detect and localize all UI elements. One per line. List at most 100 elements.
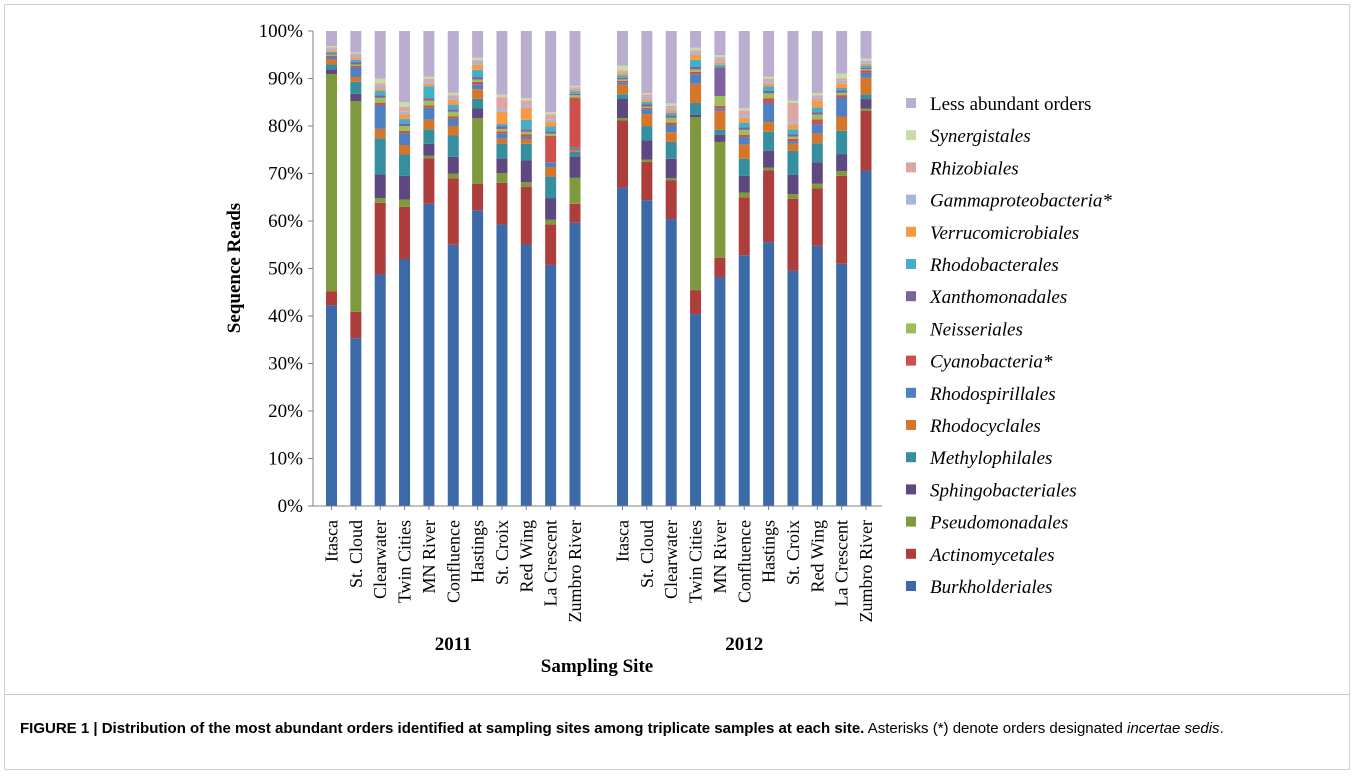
bar-segment-2012-itasca-sphingobacteriales [617, 98, 628, 119]
bar-segment-2011-la-crescent-neisseriales [545, 133, 557, 137]
x-tick-label: Twin Cities [686, 520, 706, 603]
figure-frame [4, 4, 1350, 770]
bar-segment-2012-red-wing-actinomycetales [811, 188, 823, 246]
bar-segment-2011-mn-river-burkholderiales [423, 203, 435, 506]
bar-segment-2012-clearwater-xanthomonadales [665, 115, 677, 118]
bar-segment-2011-itasca-synergistales [326, 46, 337, 48]
bar-segment-2011-la-crescent-rhodospirillales [545, 162, 557, 168]
bar-segment-2011-st-cloud-rhodocyclales [350, 77, 362, 82]
bar-segment-2012-clearwater-rhodospirillales [665, 125, 677, 133]
bar-segment-2012-confluence-neisseriales [738, 129, 750, 135]
caption-lead: FIGURE 1 | Distribution of the most abun… [20, 720, 865, 737]
bar-segment-2012-st-cloud-cyanobacteria- [641, 107, 653, 110]
bar-segment-2012-zumbro-river-methylophilales [860, 94, 872, 100]
bar-segment-2012-confluence-less-abundant-orders [738, 31, 750, 109]
bar-segment-2011-hastings-cyanobacteria- [472, 81, 484, 85]
bar-segment-2011-la-crescent-less-abundant-orders [545, 31, 557, 113]
bar-segment-2012-zumbro-river-actinomycetales [860, 110, 872, 171]
bar-segment-2011-twin-cities-gammaproteobacteria- [399, 111, 411, 115]
bar-segment-2011-hastings-rhizobiales [472, 60, 484, 63]
group-label-2011: 2011 [435, 634, 472, 655]
bar-segment-2012-twin-cities-neisseriales [690, 69, 702, 72]
bar-segment-2011-itasca-less-abundant-orders [326, 31, 337, 47]
bar-segment-2012-st-cloud-rhodobacterales [641, 101, 653, 105]
bar-segment-2012-zumbro-river-gammaproteobacteria- [860, 62, 872, 64]
bar-segment-2012-la-crescent-methylophilales [836, 130, 848, 155]
bar-segment-2012-twin-cities-rhodocyclales [690, 83, 702, 103]
bar-segment-2011-confluence-neisseriales [447, 111, 459, 117]
bar-segment-2011-twin-cities-burkholderiales [399, 259, 411, 506]
bar-segment-2011-st-croix-rhodobacterales [496, 124, 508, 127]
bar-segment-2011-clearwater-neisseriales [374, 97, 386, 103]
bar-segment-2011-twin-cities-less-abundant-orders [399, 31, 411, 103]
bar-segment-2011-twin-cities-rhodocyclales [399, 145, 411, 155]
bar-segment-2012-hastings-gammaproteobacteria- [763, 81, 775, 84]
bar-segment-2012-la-crescent-rhodospirillales [836, 97, 848, 117]
bar-segment-2011-zumbro-river-actinomycetales [569, 203, 581, 223]
bar-segment-2011-twin-cities-rhodospirillales [399, 133, 411, 145]
bar-segment-2012-clearwater-neisseriales [665, 117, 677, 123]
bar-segment-2012-twin-cities-methylophilales [690, 102, 702, 115]
x-tick-label: Confluence [734, 520, 754, 603]
bar-segment-2012-st-croix-rhodospirillales [787, 141, 799, 144]
bar-segment-2012-hastings-rhodospirillales [763, 102, 775, 123]
legend-swatch [906, 291, 916, 302]
bar-segment-2012-itasca-actinomycetales [617, 120, 628, 188]
bar-segment-2012-st-croix-less-abundant-orders [787, 31, 799, 101]
bar-segment-2012-la-crescent-burkholderiales [836, 263, 848, 506]
bar-segment-2011-red-wing-rhizobiales [520, 100, 532, 106]
bar-segment-2012-red-wing-verrucomicrobiales [811, 100, 823, 108]
bar-segment-2011-hastings-pseudomonadales [472, 118, 484, 184]
bar-segment-2011-zumbro-river-pseudomonadales [569, 177, 581, 204]
bar-segment-2011-st-croix-actinomycetales [496, 182, 508, 225]
bar-segment-2012-st-croix-neisseriales [787, 136, 799, 139]
bar-segment-2011-zumbro-river-neisseriales [569, 95, 581, 98]
stacked-bar-chart: 0%10%20%30%40%50%60%70%80%90%100%Itasca S… [224, 21, 1112, 677]
bar-segment-2011-twin-cities-cyanobacteria- [399, 130, 411, 134]
bar-segment-2011-zumbro-river-sphingobacteriales [569, 156, 581, 178]
legend-label: Burkholderiales [930, 577, 1052, 598]
caption-italic: incertae sedis [1127, 720, 1220, 737]
bar-segment-2011-itasca-xanthomonadales [326, 53, 337, 55]
bar-segment-2012-clearwater-actinomycetales [665, 180, 677, 220]
bar-segment-2012-twin-cities-actinomycetales [690, 290, 702, 315]
bar-segment-2011-red-wing-less-abundant-orders [520, 31, 532, 99]
bar-segment-2011-st-croix-verrucomicrobiales [496, 111, 508, 125]
bar-segment-2012-hastings-burkholderiales [763, 242, 775, 506]
bar-segment-2012-la-crescent-neisseriales [836, 92, 848, 96]
bar-segment-2012-red-wing-gammaproteobacteria- [811, 97, 823, 101]
bar-segment-2012-hastings-sphingobacteriales [763, 150, 775, 168]
x-tick-label: Red Wing [807, 520, 827, 592]
y-tick-label: 10% [268, 449, 303, 470]
bar-segment-2011-zumbro-river-synergistales [569, 85, 581, 88]
bar-segment-2011-confluence-xanthomonadales [447, 109, 459, 112]
bar-segment-2012-st-cloud-pseudomonadales [641, 159, 653, 162]
bar-segment-2012-mn-river-rhodobacterales [714, 64, 726, 68]
bar-segment-2011-st-croix-rhodocyclales [496, 138, 508, 144]
bar-segment-2012-mn-river-neisseriales [714, 96, 726, 106]
bar-segment-2012-mn-river-xanthomonadales [714, 67, 726, 97]
x-axis-title: Sampling Site [541, 656, 653, 677]
bar-segment-2011-itasca-neisseriales [326, 54, 337, 57]
bar-segment-2012-st-cloud-actinomycetales [641, 161, 653, 201]
bar-segment-2011-red-wing-xanthomonadales [520, 129, 532, 132]
x-tick-label: St. Croix [783, 520, 803, 585]
bar-segment-2011-red-wing-verrucomicrobiales [520, 107, 532, 120]
bar-segment-2011-confluence-rhizobiales [447, 95, 459, 98]
bar-segment-2011-itasca-methylophilales [326, 64, 337, 70]
bar-segment-2012-clearwater-methylophilales [665, 141, 677, 159]
bar-segment-2012-st-croix-rhodocyclales [787, 143, 799, 151]
bar-segment-2012-st-croix-sphingobacteriales [787, 174, 799, 195]
bar-segment-2012-itasca-xanthomonadales [617, 77, 628, 80]
bar-segment-2012-mn-river-rhizobiales [714, 57, 726, 60]
bar-segment-2012-clearwater-sphingobacteriales [665, 158, 677, 179]
bar-segment-2012-zumbro-river-rhodocyclales [860, 77, 872, 95]
bar-segment-2011-clearwater-cyanobacteria- [374, 102, 386, 105]
bar-segment-2012-st-cloud-sphingobacteriales [641, 140, 653, 160]
bar-segment-2012-la-crescent-pseudomonadales [836, 171, 848, 176]
bar-segment-2011-clearwater-rhodospirillales [374, 104, 386, 129]
bar-segment-2012-clearwater-gammaproteobacteria- [665, 108, 677, 111]
bar-segment-2012-confluence-synergistales [738, 108, 750, 111]
bar-segment-2012-zumbro-river-neisseriales [860, 69, 872, 71]
bar-segment-2012-confluence-rhodobacterales [738, 122, 750, 128]
